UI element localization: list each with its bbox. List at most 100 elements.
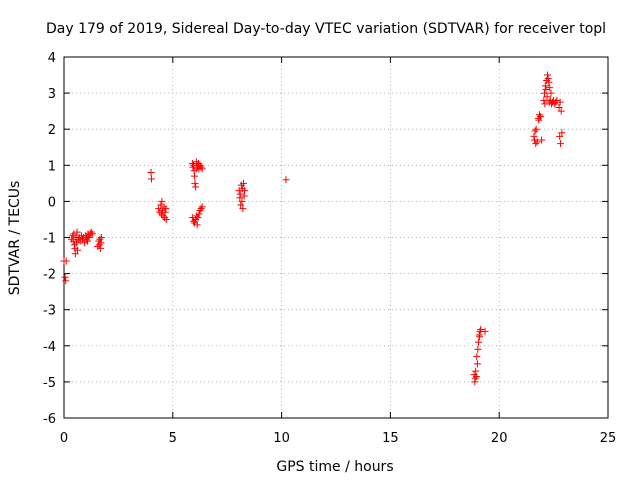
data-point: [544, 71, 552, 79]
data-point: [161, 208, 169, 216]
data-point: [237, 201, 245, 209]
grid-lines: [64, 57, 608, 418]
axis-ticks: 0 5 10 15 20 25 -6 -5 -4 -3 -2 -1 0 1 2 3 4: [43, 51, 616, 446]
y-tick-label: -5: [43, 376, 56, 391]
data-point: [61, 273, 69, 281]
data-point: [543, 93, 551, 101]
data-point: [556, 98, 564, 106]
data-point: [147, 175, 155, 183]
data-point: [194, 214, 202, 222]
data-point: [157, 210, 165, 218]
data-point: [541, 100, 549, 108]
data-point: [540, 96, 548, 104]
data-point: [85, 234, 93, 241]
data-points: [60, 71, 566, 386]
data-point: [545, 78, 553, 86]
y-tick-label: -3: [43, 304, 56, 319]
y-axis-label: SDTVAR / TECUs: [7, 181, 23, 296]
data-point: [73, 239, 81, 247]
data-point: [556, 132, 564, 140]
data-point: [238, 197, 246, 205]
y-tick-label: -4: [43, 340, 56, 355]
data-point: [196, 206, 204, 214]
y-tick-label: -6: [43, 412, 56, 427]
data-point: [62, 257, 70, 265]
data-point: [240, 179, 248, 187]
y-tick-label: 3: [48, 87, 56, 102]
y-tick-label: 2: [48, 123, 56, 138]
data-point: [542, 85, 550, 93]
x-tick-label: 5: [169, 431, 177, 446]
data-point: [70, 230, 78, 238]
data-point: [236, 190, 244, 198]
y-tick-label: 4: [48, 51, 56, 66]
data-point: [533, 138, 541, 146]
data-point: [557, 140, 565, 148]
data-point: [69, 237, 77, 245]
data-point: [535, 116, 543, 124]
data-point: [481, 327, 489, 335]
data-point: [282, 176, 290, 184]
x-tick-label: 15: [382, 431, 399, 446]
data-point: [88, 230, 96, 238]
data-point: [157, 201, 165, 209]
data-point: [62, 277, 70, 285]
data-point: [197, 205, 205, 213]
y-tick-label: -1: [43, 232, 56, 247]
data-point: [160, 203, 168, 211]
data-point: [96, 235, 104, 243]
data-point: [547, 89, 555, 97]
data-point: [551, 100, 559, 108]
data-point: [73, 228, 81, 236]
data-point: [473, 360, 481, 368]
data-point: [540, 89, 548, 97]
data-point: [159, 212, 167, 220]
data-point: [87, 228, 95, 236]
data-point: [196, 161, 204, 169]
data-point: [71, 250, 79, 258]
data-point: [546, 84, 554, 92]
x-axis-label: GPS time / hours: [276, 459, 393, 475]
data-point: [198, 203, 206, 211]
data-point: [473, 353, 481, 361]
data-point: [162, 215, 170, 223]
data-point: [241, 187, 249, 195]
x-tick-label: 20: [491, 431, 508, 446]
data-point: [84, 237, 92, 245]
y-tick-label: -2: [43, 268, 56, 283]
data-point: [472, 372, 480, 380]
x-tick-label: 25: [600, 431, 617, 446]
data-point: [532, 140, 540, 148]
data-point: [158, 197, 166, 205]
data-point: [537, 113, 545, 121]
data-point: [198, 165, 206, 173]
data-point: [191, 179, 199, 187]
data-point: [558, 129, 566, 137]
data-point: [147, 169, 155, 177]
data-point: [544, 75, 552, 83]
data-point: [161, 214, 169, 222]
data-point: [555, 104, 563, 112]
data-point: [532, 125, 540, 133]
x-tick-label: 0: [60, 431, 68, 446]
data-point: [192, 183, 200, 191]
data-point: [97, 234, 105, 241]
data-point: [191, 172, 199, 180]
data-point: [472, 367, 480, 375]
data-point: [541, 82, 549, 90]
data-point: [84, 232, 92, 240]
data-point: [471, 374, 479, 382]
y-tick-label: 1: [48, 159, 56, 174]
data-point: [535, 111, 543, 119]
y-tick-label: 0: [48, 195, 56, 210]
data-point: [531, 127, 539, 135]
data-point: [538, 136, 546, 144]
data-point: [193, 221, 201, 229]
data-point: [197, 163, 205, 171]
chart-title: Day 179 of 2019, Sidereal Day-to-day VTE…: [46, 21, 606, 37]
data-point: [155, 205, 163, 213]
data-point: [474, 345, 482, 353]
data-point: [557, 107, 565, 115]
